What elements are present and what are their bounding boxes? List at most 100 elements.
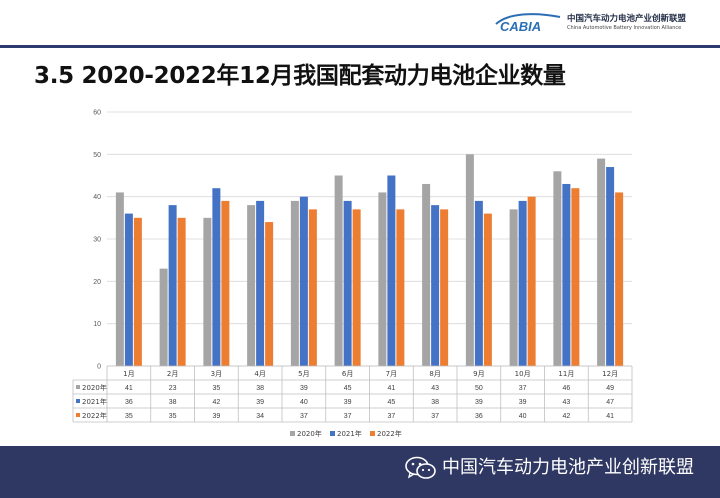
page-title: 3.5 2020-2022年12月我国配套动力电池企业数量 <box>34 63 566 89</box>
bar <box>308 209 317 366</box>
data-label: 38 <box>169 399 177 406</box>
y-tick-label: 20 <box>93 279 101 286</box>
footer-text: 中国汽车动力电池产业创新联盟 <box>442 457 694 478</box>
bar <box>265 222 274 366</box>
legend-key <box>76 385 80 389</box>
footer <box>0 446 720 498</box>
x-tick-label: 9月 <box>473 370 484 378</box>
table-row-label: 2021年 <box>82 397 107 406</box>
data-label: 45 <box>387 399 395 406</box>
bar <box>440 209 449 366</box>
bar <box>221 200 230 366</box>
bar <box>474 200 483 366</box>
bar <box>518 200 527 366</box>
data-label: 37 <box>431 413 439 420</box>
bar <box>343 200 352 366</box>
bar <box>378 192 387 366</box>
data-label: 38 <box>431 399 439 406</box>
data-label: 39 <box>519 399 527 406</box>
data-label: 38 <box>256 385 264 392</box>
data-label: 37 <box>300 413 308 420</box>
x-tick-label: 7月 <box>386 370 397 378</box>
bar <box>290 200 299 366</box>
data-label: 42 <box>212 399 220 406</box>
bar <box>115 192 124 366</box>
data-label: 47 <box>606 399 614 406</box>
legend-key <box>76 399 80 403</box>
data-label: 36 <box>475 413 483 420</box>
bar <box>168 205 177 366</box>
table-row-label: 2020年 <box>82 383 107 392</box>
data-label: 23 <box>169 385 177 392</box>
data-label: 39 <box>475 399 483 406</box>
data-label: 35 <box>125 413 133 420</box>
data-label: 43 <box>562 399 570 406</box>
bar <box>352 209 361 366</box>
data-label: 40 <box>519 413 527 420</box>
bar <box>571 188 580 366</box>
data-label: 40 <box>300 399 308 406</box>
data-label: 39 <box>256 399 264 406</box>
legend-swatch <box>370 431 375 436</box>
data-label: 50 <box>475 385 483 392</box>
bar <box>509 209 518 366</box>
y-tick-label: 50 <box>93 152 101 159</box>
data-label: 46 <box>562 385 570 392</box>
legend-key <box>76 413 80 417</box>
bar <box>299 196 308 366</box>
bar <box>334 175 343 366</box>
data-label: 39 <box>300 385 308 392</box>
x-tick-label: 8月 <box>429 370 440 378</box>
y-tick-label: 40 <box>93 194 101 201</box>
legend-swatch <box>330 431 335 436</box>
bar <box>133 217 142 366</box>
data-label: 41 <box>125 385 133 392</box>
data-label: 45 <box>344 385 352 392</box>
data-label: 41 <box>387 385 395 392</box>
org-name-cn: 中国汽车动力电池产业创新联盟 <box>567 14 687 24</box>
data-label: 43 <box>431 385 439 392</box>
header: CABIA 中国汽车动力电池产业创新联盟 China Automotive Ba… <box>0 0 720 48</box>
bar <box>422 183 431 366</box>
data-label: 41 <box>606 413 614 420</box>
y-tick-label: 10 <box>93 321 101 328</box>
bar <box>177 217 186 366</box>
data-label: 35 <box>212 385 220 392</box>
header-divider <box>0 45 720 48</box>
x-tick-label: 10月 <box>515 370 531 378</box>
data-label: 42 <box>562 413 570 420</box>
bar <box>615 192 624 366</box>
legend-label: 2022年 <box>377 429 402 438</box>
data-label: 34 <box>256 413 264 420</box>
data-label: 36 <box>125 399 133 406</box>
x-tick-label: 12月 <box>602 370 618 378</box>
data-label: 37 <box>344 413 352 420</box>
org-name-en: China Automotive Battery Innovation Alli… <box>567 25 682 31</box>
bar <box>387 175 396 366</box>
y-tick-label: 60 <box>93 110 101 117</box>
legend-swatch <box>290 431 295 436</box>
data-label: 39 <box>344 399 352 406</box>
y-tick-label: 30 <box>93 237 101 244</box>
data-label: 35 <box>169 413 177 420</box>
bar <box>562 183 571 366</box>
data-label: 37 <box>387 413 395 420</box>
org-name: 中国汽车动力电池产业创新联盟 China Automotive Battery … <box>567 14 686 32</box>
data-label: 37 <box>519 385 527 392</box>
legend-label: 2021年 <box>337 429 362 438</box>
x-tick-label: 6月 <box>342 370 353 378</box>
bar-chart: 0 10 20 30 40 50 60 1月 2月 3月 4月 5月 6月 7月 8月 9月 10月 11月 12月… <box>72 110 633 438</box>
bar <box>203 217 212 366</box>
x-tick-label: 4月 <box>254 370 265 378</box>
x-tick-label: 2月 <box>167 370 178 378</box>
bar <box>553 171 562 366</box>
bar <box>527 196 536 366</box>
x-tick-label: 5月 <box>298 370 309 378</box>
y-tick-label: 0 <box>97 364 101 371</box>
data-label: 39 <box>212 413 220 420</box>
bar <box>396 209 405 366</box>
bar <box>606 167 615 366</box>
legend-label: 2020年 <box>297 429 322 438</box>
logo-mark: CABIA <box>500 19 541 34</box>
x-tick-label: 3月 <box>211 370 222 378</box>
